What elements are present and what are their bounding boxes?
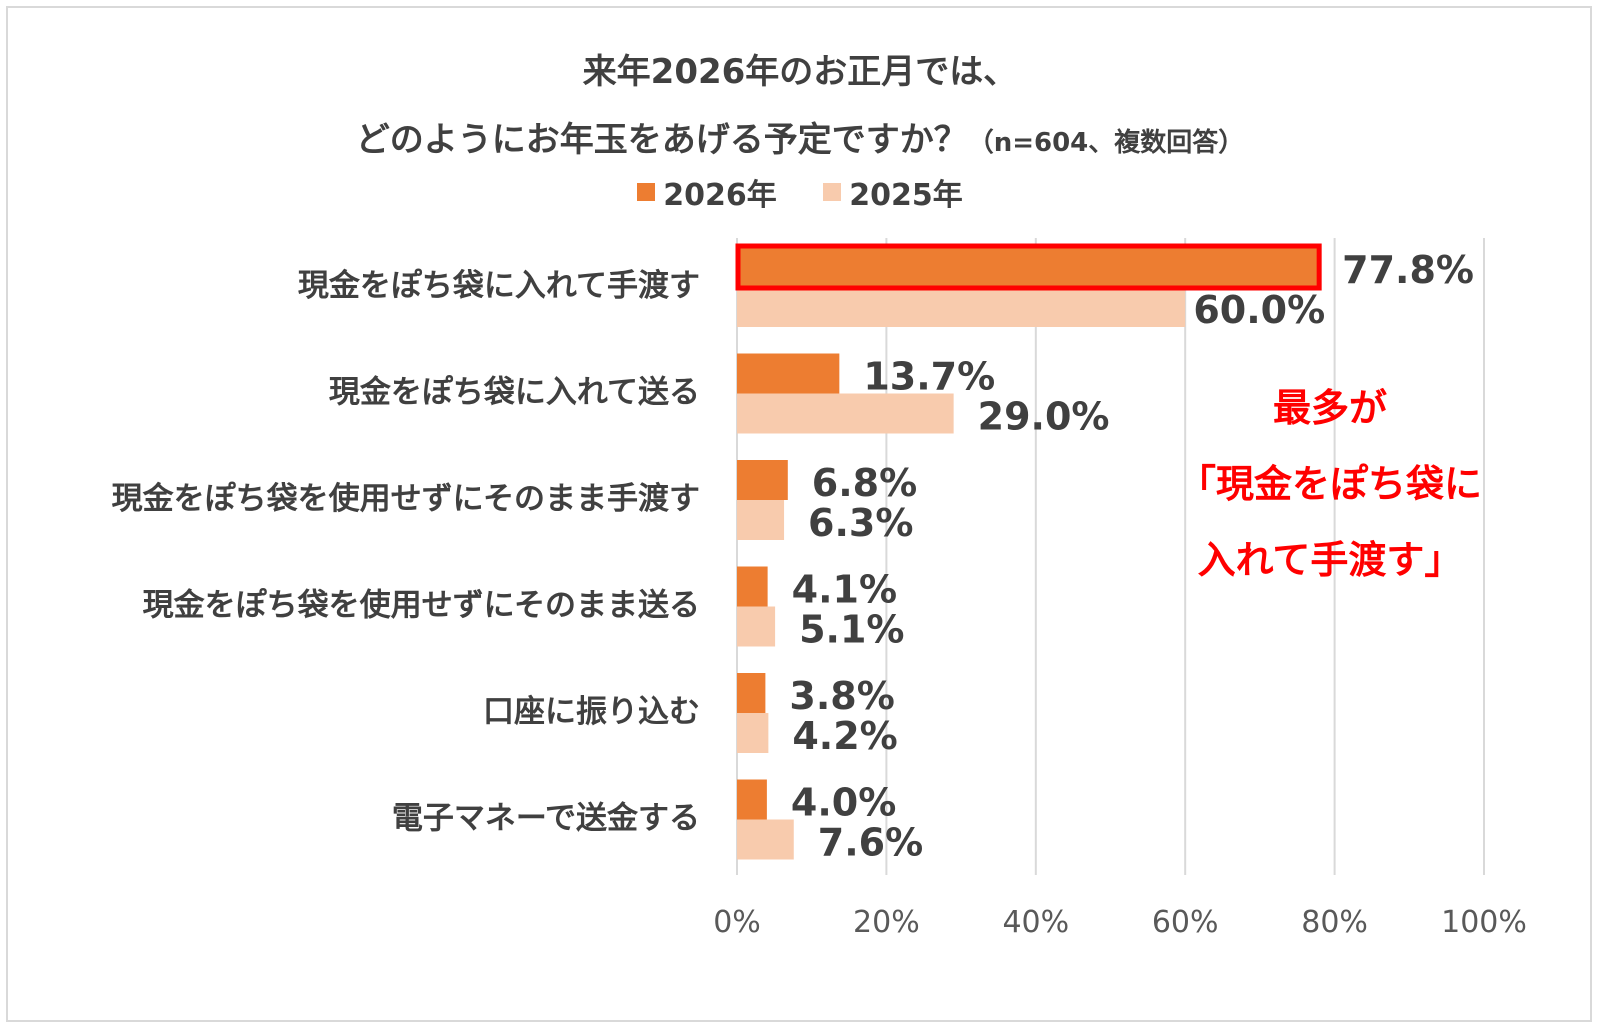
data-label: 5.1% (799, 608, 904, 652)
annotation-callout: 最多が 「現金をぽち袋に 入れて手渡す」 (1150, 370, 1510, 598)
x-tick-label: 60% (1152, 905, 1219, 940)
bar (737, 566, 768, 607)
data-label: 4.2% (792, 714, 897, 758)
data-label: 60.0% (1193, 288, 1325, 332)
chart-title-line1: 来年2026年のお正月では、 (582, 52, 1018, 92)
data-label: 77.8% (1342, 248, 1474, 292)
chart-title-note: （n=604、複数回答） (967, 128, 1245, 158)
bar (737, 606, 776, 647)
data-label: 4.1% (792, 568, 897, 612)
category-label: 現金をぽち袋を使用せずにそのまま手渡す (112, 481, 700, 517)
chart-title-question: どのようにお年玉をあげる予定ですか？ (355, 120, 968, 160)
category-label: 現金をぽち袋に入れて手渡す (298, 268, 700, 304)
data-label: 3.8% (789, 674, 894, 718)
bar (737, 779, 767, 820)
annotation-line-3: 入れて手渡す」 (1197, 538, 1463, 582)
highlight-box (735, 243, 1322, 291)
data-label: 4.0% (791, 781, 896, 825)
data-label: 13.7% (863, 355, 995, 399)
bar (737, 673, 766, 713)
legend-label-2025: 2025年 (849, 178, 963, 213)
x-tick-label: 20% (853, 905, 920, 940)
bar (737, 500, 785, 540)
x-tick-label: 0% (713, 905, 761, 940)
bar (737, 460, 788, 500)
data-label: 7.6% (818, 821, 923, 865)
category-label: 現金をぽち袋を使用せずにそのまま送る (143, 588, 700, 624)
bar (737, 247, 1319, 287)
bar (737, 819, 794, 860)
legend: 2026年 2025年 (0, 170, 1600, 214)
category-label: 現金をぽち袋に入れて送る (329, 375, 700, 411)
bar (737, 287, 1186, 327)
data-label: 6.3% (808, 501, 913, 545)
data-label: 6.8% (812, 461, 917, 505)
annotation-line-1: 最多が (1272, 386, 1387, 430)
bar (737, 713, 769, 753)
annotation-line-2: 「現金をぽち袋に (1177, 462, 1482, 506)
bar (737, 353, 840, 394)
legend-item-2025: 2025年 (823, 170, 963, 214)
legend-swatch-2026 (637, 183, 656, 201)
x-tick-label: 80% (1301, 905, 1368, 940)
x-tick-label: 40% (1002, 905, 1069, 940)
legend-label-2026: 2026年 (663, 178, 777, 213)
category-label: 電子マネーで送金する (392, 801, 700, 837)
legend-swatch-2025 (823, 183, 842, 201)
category-label: 口座に振り込む (483, 694, 700, 730)
x-tick-label: 100% (1441, 905, 1527, 940)
bar (737, 393, 954, 434)
legend-item-2026: 2026年 (637, 170, 777, 214)
data-label: 29.0% (978, 395, 1110, 439)
chart-title-line2: どのようにお年玉をあげる予定ですか？（n=604、複数回答） (0, 112, 1600, 161)
chart-frame (6, 6, 1592, 1022)
